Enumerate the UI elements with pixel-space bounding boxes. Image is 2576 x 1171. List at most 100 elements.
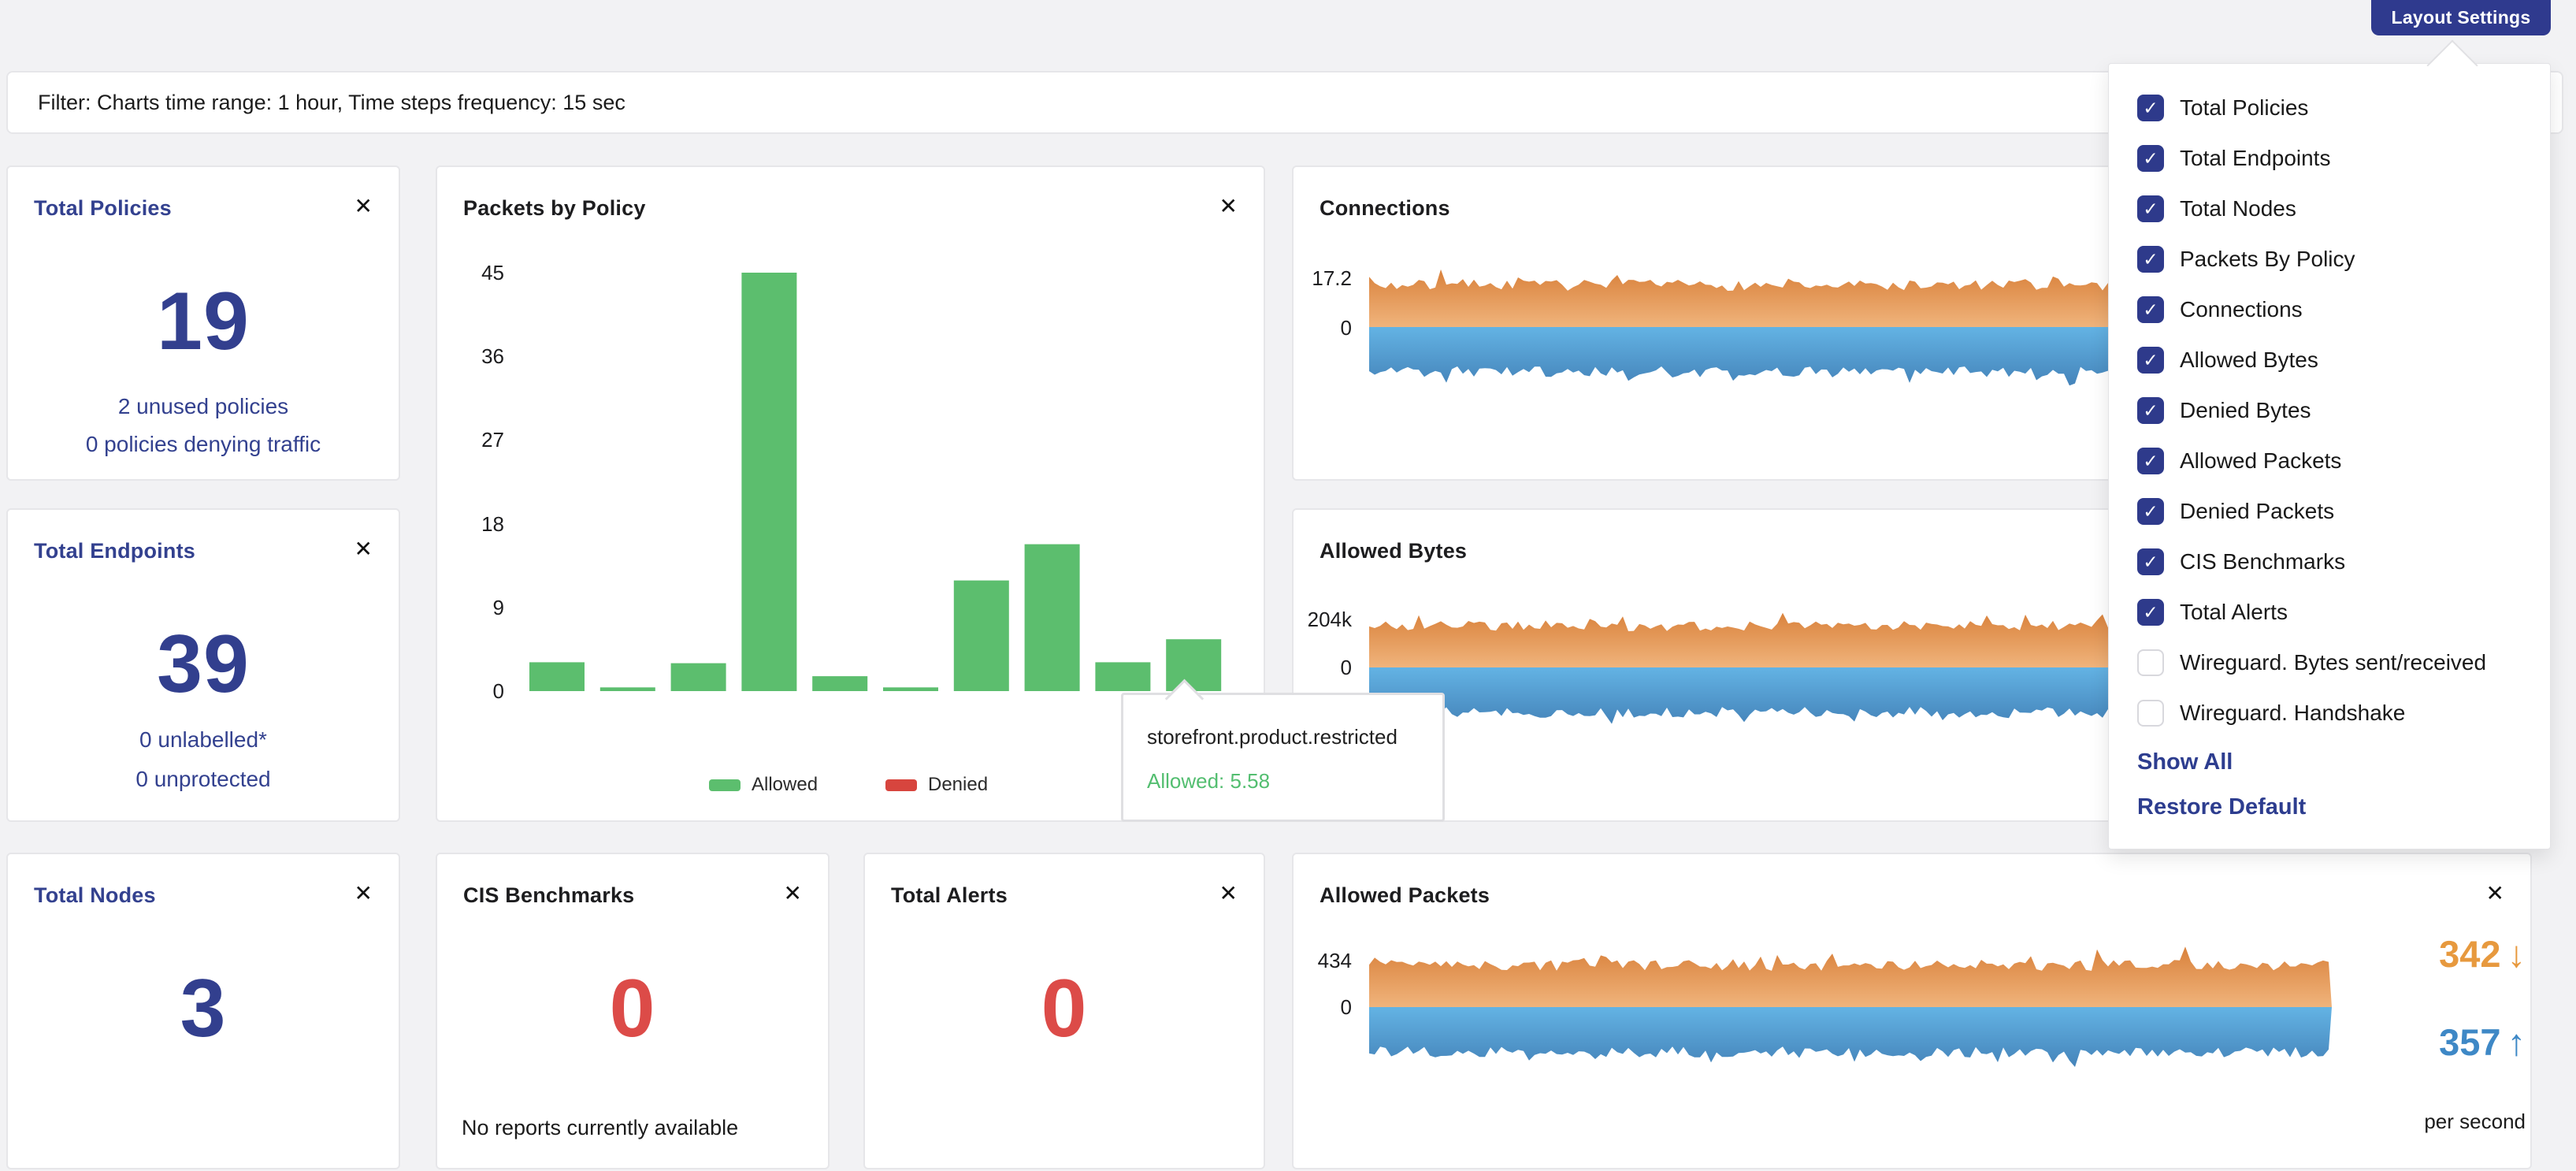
legend-item-allowed: Allowed bbox=[709, 774, 818, 796]
total-nodes-value: 3 bbox=[180, 963, 227, 1054]
checkbox-unchecked[interactable] bbox=[2137, 649, 2164, 676]
layout-menu-item-label: Allowed Bytes bbox=[2180, 348, 2318, 372]
card-title-allowed-packets: Allowed Packets bbox=[1320, 883, 1490, 907]
close-icon[interactable]: ✕ bbox=[354, 194, 373, 218]
svg-text:18: 18 bbox=[481, 512, 504, 536]
close-icon[interactable]: ✕ bbox=[1219, 194, 1238, 218]
tooltip-policy-name: storefront.product.restricted bbox=[1147, 725, 1397, 749]
card-title-total-policies: Total Policies bbox=[34, 196, 172, 220]
allowed-packets-ymin-label: 0 bbox=[1340, 995, 1352, 1019]
close-icon[interactable]: ✕ bbox=[354, 537, 373, 561]
svg-text:9: 9 bbox=[493, 596, 504, 619]
show-all-link[interactable]: Show All bbox=[2137, 749, 2233, 775]
tooltip-allowed-value: Allowed: 5.58 bbox=[1147, 769, 1271, 793]
layout-settings-dropdown: ✓ Total Policies ✓ Total Endpoints ✓ Total No… bbox=[2108, 63, 2551, 849]
layout-menu-item-wireguard-handshake[interactable]: Wireguard. Handshake bbox=[2109, 688, 2550, 738]
layout-settings-button[interactable]: Layout Settings bbox=[2371, 0, 2551, 35]
checkbox-checked-icon[interactable]: ✓ bbox=[2137, 296, 2164, 323]
total-policies-value: 19 bbox=[157, 276, 250, 367]
layout-menu-item-total-nodes[interactable]: ✓ Total Nodes bbox=[2109, 184, 2550, 234]
layout-menu-items: ✓ Total Policies ✓ Total Endpoints ✓ Total No… bbox=[2109, 83, 2550, 738]
layout-menu-item-label: Denied Packets bbox=[2180, 499, 2335, 523]
card-total-alerts: Total Alerts ✕ 0 bbox=[863, 853, 1265, 1169]
denied-legend-label: Denied bbox=[928, 774, 989, 795]
card-total-endpoints: Total Endpoints ✕ 39 0 unlabelled* 0 unp… bbox=[6, 508, 400, 822]
layout-menu-item-label: Total Endpoints bbox=[2180, 146, 2331, 170]
layout-menu-item-label: Denied Bytes bbox=[2180, 398, 2311, 422]
allowed-legend-label: Allowed bbox=[752, 774, 818, 795]
layout-menu-item-allowed-bytes[interactable]: ✓ Allowed Bytes bbox=[2109, 335, 2550, 385]
layout-menu-item-cis-benchmarks[interactable]: ✓ CIS Benchmarks bbox=[2109, 537, 2550, 587]
checkbox-unchecked[interactable] bbox=[2137, 700, 2164, 727]
layout-menu-item-packets-by-policy[interactable]: ✓ Packets By Policy bbox=[2109, 234, 2550, 284]
packets-down-stat: 342 ↓ bbox=[2206, 935, 2526, 974]
close-icon[interactable]: ✕ bbox=[2485, 881, 2504, 905]
close-icon[interactable]: ✕ bbox=[783, 881, 802, 905]
layout-menu-item-total-policies[interactable]: ✓ Total Policies bbox=[2109, 83, 2550, 133]
layout-menu-item-label: Wireguard. Bytes sent/received bbox=[2180, 650, 2487, 675]
layout-menu-item-connections[interactable]: ✓ Connections bbox=[2109, 284, 2550, 335]
card-total-policies: Total Policies ✕ 19 2 unused policies 0 … bbox=[6, 165, 400, 481]
layout-menu-item-label: Total Nodes bbox=[2180, 196, 2296, 221]
packets-up-stat: 357 ↑ bbox=[2206, 1023, 2526, 1062]
card-title-total-alerts: Total Alerts bbox=[891, 883, 1008, 907]
checkbox-checked-icon[interactable]: ✓ bbox=[2137, 246, 2164, 273]
total-alerts-value: 0 bbox=[1041, 963, 1088, 1054]
card-title-allowed-bytes: Allowed Bytes bbox=[1320, 539, 1468, 563]
card-title-total-nodes: Total Nodes bbox=[34, 883, 156, 907]
filter-bar-text: Filter: Charts time range: 1 hour, Time … bbox=[38, 91, 625, 114]
allowed-legend-swatch bbox=[709, 779, 741, 791]
legend-item-denied: Denied bbox=[885, 774, 988, 796]
chart-tooltip: storefront.product.restricted Allowed: 5… bbox=[1121, 693, 1445, 822]
layout-menu-item-label: Total Alerts bbox=[2180, 600, 2288, 624]
card-total-nodes: Total Nodes ✕ 3 bbox=[6, 853, 400, 1169]
arrow-down-icon: ↓ bbox=[2507, 933, 2526, 975]
connections-ymin-label: 0 bbox=[1340, 316, 1352, 340]
close-icon[interactable]: ✕ bbox=[354, 881, 373, 905]
layout-menu-item-allowed-packets[interactable]: ✓ Allowed Packets bbox=[2109, 436, 2550, 486]
layout-menu-item-total-endpoints[interactable]: ✓ Total Endpoints bbox=[2109, 133, 2550, 184]
total-endpoints-unlabelled: 0 unlabelled* bbox=[139, 727, 267, 752]
layout-menu-item-denied-packets[interactable]: ✓ Denied Packets bbox=[2109, 486, 2550, 537]
checkbox-checked-icon[interactable]: ✓ bbox=[2137, 397, 2164, 424]
cis-benchmarks-note: No reports currently available bbox=[462, 1116, 739, 1139]
checkbox-checked-icon[interactable]: ✓ bbox=[2137, 195, 2164, 222]
allowed-packets-area-chart bbox=[1369, 944, 2332, 1070]
packets-by-policy-bar-chart: 0 9 18 27 36 45 bbox=[470, 260, 1257, 703]
cis-benchmarks-value: 0 bbox=[609, 963, 656, 1054]
checkbox-checked-icon[interactable]: ✓ bbox=[2137, 145, 2164, 172]
layout-menu-item-label: Wireguard. Handshake bbox=[2180, 701, 2406, 725]
layout-menu-item-label: Packets By Policy bbox=[2180, 247, 2355, 271]
checkbox-checked-icon[interactable]: ✓ bbox=[2137, 548, 2164, 575]
checkbox-checked-icon[interactable]: ✓ bbox=[2137, 448, 2164, 474]
card-cis-benchmarks: CIS Benchmarks ✕ 0 No reports currently … bbox=[436, 853, 830, 1169]
close-icon[interactable]: ✕ bbox=[1219, 881, 1238, 905]
allowed-bytes-ymin-label: 0 bbox=[1340, 656, 1352, 679]
checkbox-checked-icon[interactable]: ✓ bbox=[2137, 95, 2164, 121]
svg-text:36: 36 bbox=[481, 344, 504, 368]
allowed-bytes-ymax-label: 204k bbox=[1307, 608, 1352, 631]
packets-down-value: 342 bbox=[2439, 933, 2501, 975]
card-title-total-endpoints: Total Endpoints bbox=[34, 539, 195, 563]
checkbox-checked-icon[interactable]: ✓ bbox=[2137, 599, 2164, 626]
card-title-cis-benchmarks: CIS Benchmarks bbox=[463, 883, 635, 907]
arrow-up-icon: ↑ bbox=[2507, 1021, 2526, 1063]
checkbox-checked-icon[interactable]: ✓ bbox=[2137, 347, 2164, 374]
layout-menu-item-wireguard-bytes-sent-received[interactable]: Wireguard. Bytes sent/received bbox=[2109, 638, 2550, 688]
svg-text:27: 27 bbox=[481, 428, 504, 452]
packets-unit-label: per second bbox=[2424, 1110, 2526, 1133]
packets-up-value: 357 bbox=[2439, 1021, 2501, 1063]
checkbox-checked-icon[interactable]: ✓ bbox=[2137, 498, 2164, 525]
card-title-packets-by-policy: Packets by Policy bbox=[463, 196, 646, 220]
layout-menu-item-label: CIS Benchmarks bbox=[2180, 549, 2346, 574]
svg-text:0: 0 bbox=[493, 679, 504, 701]
total-policies-denying: 0 policies denying traffic bbox=[85, 432, 321, 456]
restore-default-link[interactable]: Restore Default bbox=[2137, 794, 2307, 820]
denied-legend-swatch bbox=[885, 779, 917, 791]
layout-menu-item-label: Total Policies bbox=[2180, 95, 2309, 120]
total-endpoints-unprotected: 0 unprotected bbox=[135, 767, 271, 791]
allowed-packets-ymax-label: 434 bbox=[1317, 949, 1352, 972]
layout-menu-item-label: Connections bbox=[2180, 297, 2303, 322]
layout-menu-item-total-alerts[interactable]: ✓ Total Alerts bbox=[2109, 587, 2550, 638]
layout-menu-item-denied-bytes[interactable]: ✓ Denied Bytes bbox=[2109, 385, 2550, 436]
